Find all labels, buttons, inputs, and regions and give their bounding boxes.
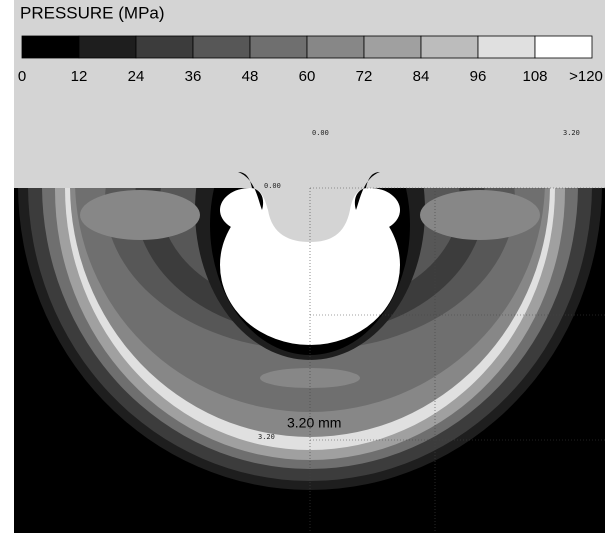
tip: [354, 172, 380, 210]
annotation: 3.20: [258, 433, 275, 441]
colorbar-label: 36: [185, 68, 202, 85]
color-swatch: [363, 35, 422, 59]
grid: [309, 187, 605, 533]
color-swatch: [192, 35, 251, 59]
colorbar-label: 12: [71, 68, 88, 85]
colorbar-label: 24: [128, 68, 145, 85]
annotation: 0.00: [312, 129, 329, 137]
top-panel: [14, 0, 605, 242]
color-swatch: [534, 35, 593, 59]
color-swatch: [477, 35, 536, 59]
annotation: 0.00: [264, 182, 281, 190]
color-swatch: [135, 35, 194, 59]
colorbar-label: 84: [413, 68, 430, 85]
legend-title: PRESSURE (MPa): [20, 3, 165, 22]
colorbar-label: 0: [18, 68, 26, 85]
tip: [238, 172, 264, 210]
colorbar-label: 60: [299, 68, 316, 85]
color-swatch: [249, 35, 308, 59]
color-swatch: [306, 35, 365, 59]
colorbar-label: 108: [522, 68, 547, 85]
pressure-field: [18, 188, 602, 490]
annotation: 3.20: [563, 129, 580, 137]
color-swatch: [21, 35, 80, 59]
colorbar-label: >120: [569, 68, 603, 85]
colorbar: 0 12 24 36 48 60 72 84 96 108 >120: [18, 35, 603, 85]
color-swatch: [420, 35, 479, 59]
colorbar-label: 48: [242, 68, 259, 85]
scale-label: 3.20 mm: [287, 415, 341, 431]
colorbar-label: 72: [356, 68, 373, 85]
colorbar-label: 96: [470, 68, 487, 85]
color-swatch: [78, 35, 137, 59]
